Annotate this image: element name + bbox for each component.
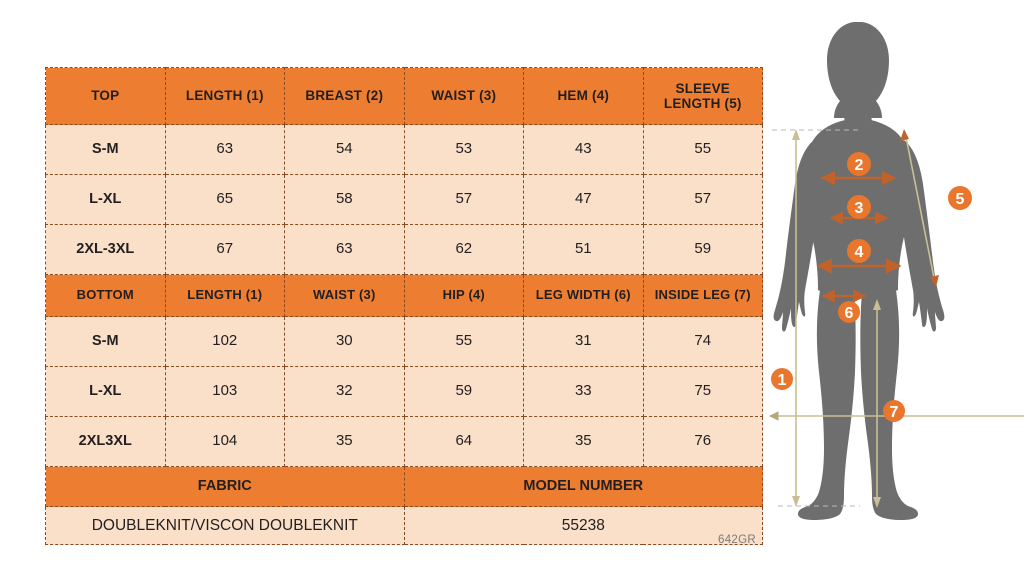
bottom-2xl3xl-waist: 35	[284, 416, 405, 467]
marker-1-label: 1	[778, 372, 787, 389]
bottom-lxl-hip: 59	[403, 366, 525, 417]
marker-5-label: 5	[956, 191, 965, 208]
bottom-lxl-leg-width: 33	[523, 366, 644, 417]
top-2xl3xl-waist: 62	[403, 224, 525, 275]
top-size-sm: S-M	[45, 124, 166, 175]
marker-3-label: 3	[855, 200, 864, 217]
header-top-sleeve-length: SLEEVE LENGTH (5)	[642, 67, 763, 125]
top-sm-hem: 43	[523, 124, 644, 175]
top-2xl3xl-length: 67	[164, 224, 286, 275]
bottom-lxl-inside-leg: 75	[642, 366, 763, 417]
header-fabric: FABRIC	[45, 466, 405, 507]
bottom-header-row: BOTTOM LENGTH (1) WAIST (3) HIP (4) LEG …	[45, 274, 763, 317]
marker-3: 3	[847, 195, 871, 219]
bottom-sm-length: 102	[164, 316, 286, 367]
bottom-lxl-waist: 32	[284, 366, 405, 417]
table-row: S-M 63 54 53 43 55	[45, 124, 763, 175]
footer-header-row: FABRIC MODEL NUMBER	[45, 466, 764, 507]
top-lxl-waist: 57	[403, 174, 525, 225]
header-top-hem: HEM (4)	[523, 67, 644, 125]
top-size-lxl: L-XL	[45, 174, 166, 225]
bottom-sm-hip: 55	[403, 316, 525, 367]
marker-badges: 1 2 3 4 5 6 7	[771, 152, 972, 422]
arrowhead-1-down	[792, 496, 800, 507]
header-bottom-inside-leg: INSIDE LEG (7)	[642, 274, 763, 317]
marker-7: 7	[883, 400, 905, 422]
bottom-sm-waist: 30	[284, 316, 405, 367]
marker-7-label: 7	[890, 404, 899, 421]
size-chart-table: TOP LENGTH (1) BREAST (2) WAIST (3) HEM …	[45, 67, 764, 545]
top-sm-sleeve: 55	[642, 124, 763, 175]
header-top-waist: WAIST (3)	[403, 67, 525, 125]
top-header-row: TOP LENGTH (1) BREAST (2) WAIST (3) HEM …	[45, 67, 763, 125]
model-number-value: 55238	[403, 506, 764, 545]
table-row: L-XL 65 58 57 47 57	[45, 174, 763, 225]
header-model-number: MODEL NUMBER	[403, 466, 764, 507]
marker-1: 1	[771, 368, 793, 390]
top-2xl3xl-sleeve: 59	[642, 224, 763, 275]
footer-value-row: DOUBLEKNIT/VISCON DOUBLEKNIT 55238	[45, 506, 764, 545]
table-row: 2XL3XL 104 35 64 35 76	[45, 416, 763, 467]
header-bottom-hip: HIP (4)	[403, 274, 525, 317]
top-2xl3xl-breast: 63	[284, 224, 405, 275]
top-sm-breast: 54	[284, 124, 405, 175]
arrowhead-1-up	[792, 129, 800, 140]
header-bottom-leg-width: LEG WIDTH (6)	[523, 274, 644, 317]
top-lxl-sleeve: 57	[642, 174, 763, 225]
marker-2-label: 2	[855, 157, 864, 174]
marker-5: 5	[948, 186, 972, 210]
marker-6: 6	[838, 301, 860, 323]
female-silhouette-icon	[773, 22, 945, 520]
arrowhead-7-up	[873, 299, 881, 310]
marker-4-label: 4	[855, 244, 864, 261]
measurement-figure-panel: 1 2 3 4 5 6 7	[764, 0, 1024, 573]
bottom-2xl3xl-length: 104	[164, 416, 286, 467]
sleeve-header-line2: LENGTH (5)	[663, 96, 742, 111]
top-size-2xl3xl: 2XL-3XL	[45, 224, 166, 275]
arrowhead-5-bottom	[930, 275, 939, 287]
part-code-label: 642GR	[718, 534, 756, 546]
table-row: 2XL-3XL 67 63 62 51 59	[45, 224, 763, 275]
fabric-value: DOUBLEKNIT/VISCON DOUBLEKNIT	[45, 506, 405, 545]
measure-line-5-sleeve	[904, 131, 936, 284]
bottom-2xl3xl-hip: 64	[403, 416, 525, 467]
header-top-breast: BREAST (2)	[284, 67, 405, 125]
arrowhead-7-down	[873, 497, 881, 508]
table-row: L-XL 103 32 59 33 75	[45, 366, 763, 417]
top-lxl-breast: 58	[284, 174, 405, 225]
bottom-sm-leg-width: 31	[523, 316, 644, 367]
header-top: TOP	[45, 67, 166, 125]
header-bottom-waist: WAIST (3)	[284, 274, 405, 317]
header-bottom-length: LENGTH (1)	[164, 274, 286, 317]
bottom-sm-inside-leg: 74	[642, 316, 763, 367]
header-top-length: LENGTH (1)	[164, 67, 286, 125]
marker-2: 2	[847, 152, 871, 176]
top-lxl-hem: 47	[523, 174, 644, 225]
top-sm-length: 63	[164, 124, 286, 175]
marker-6-label: 6	[845, 305, 854, 322]
top-sm-waist: 53	[403, 124, 525, 175]
bottom-size-lxl: L-XL	[45, 366, 166, 417]
bottom-size-2xl3xl: 2XL3XL	[45, 416, 166, 467]
header-bottom: BOTTOM	[45, 274, 166, 317]
bottom-2xl3xl-leg-width: 35	[523, 416, 644, 467]
marker-4: 4	[847, 239, 871, 263]
bottom-lxl-length: 103	[164, 366, 286, 417]
bottom-2xl3xl-inside-leg: 76	[642, 416, 763, 467]
sleeve-header-line1: SLEEVE	[675, 80, 730, 96]
arrowhead-5-top	[900, 129, 909, 141]
top-lxl-length: 65	[164, 174, 286, 225]
table-row: S-M 102 30 55 31 74	[45, 316, 763, 367]
top-2xl3xl-hem: 51	[523, 224, 644, 275]
bottom-size-sm: S-M	[45, 316, 166, 367]
